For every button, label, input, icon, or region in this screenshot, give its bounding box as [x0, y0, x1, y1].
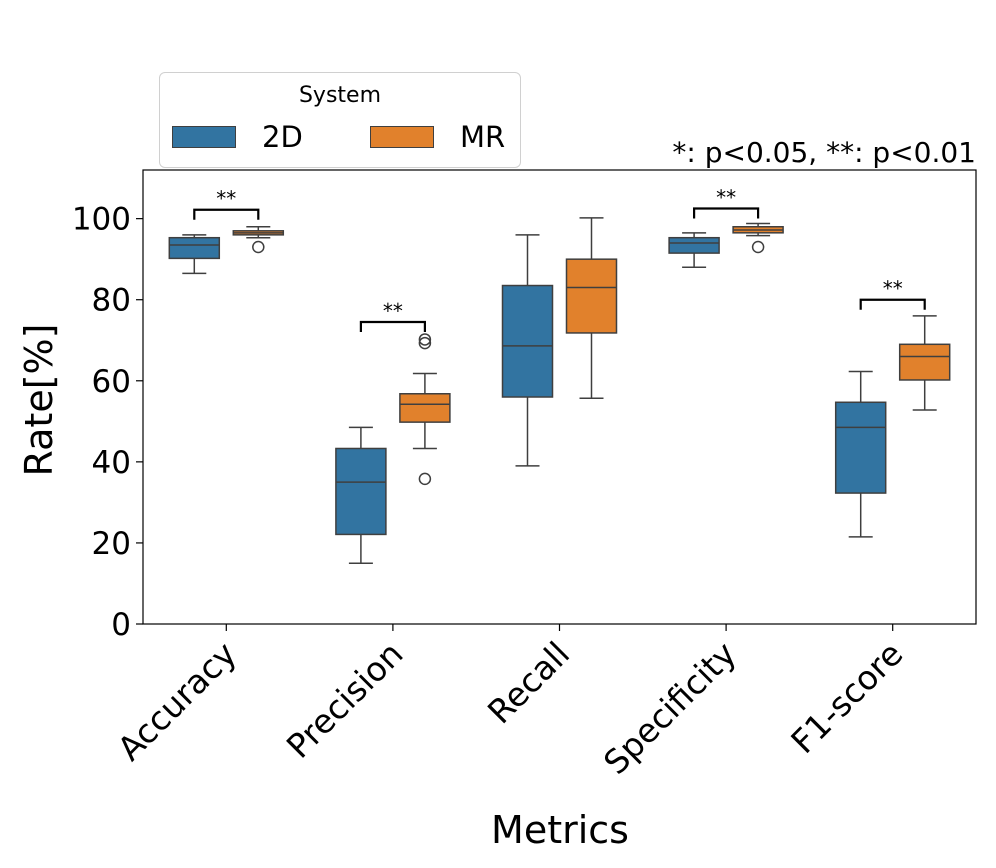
outlier-mr-precision-1: [418, 333, 432, 346]
significance-label-f1-score: **: [883, 277, 903, 301]
y-tick-label-60: 60: [92, 364, 131, 400]
box-2d-precision: [335, 447, 387, 536]
y-tick-label-40: 40: [92, 445, 131, 481]
box-2d-recall: [501, 284, 554, 398]
legend-item-mr: MR: [370, 120, 506, 154]
box-2d-specificity: [668, 236, 720, 254]
y-tick-label-100: 100: [72, 202, 131, 238]
box-mr-f1-score: [898, 343, 951, 381]
box-mr-recall: [565, 258, 618, 334]
legend-label-2d: 2D: [262, 120, 303, 154]
y-tick-label-80: 80: [92, 283, 131, 319]
x-tick-label-f1-score: F1-score: [783, 634, 910, 761]
legend-swatch-2d: [172, 126, 236, 148]
legend-title: System: [298, 83, 382, 108]
x-tick-label-specificity: Specificity: [596, 634, 744, 782]
box-mr-precision: [399, 393, 451, 423]
outlier-mr-precision-0: [418, 336, 432, 350]
y-tick-label-20: 20: [92, 526, 131, 562]
significance-annotation: *: p<0.05, **: p<0.01: [672, 136, 976, 169]
significance-label-accuracy: **: [216, 187, 236, 211]
legend-label-mr: MR: [460, 120, 506, 154]
outlier-mr-specificity-0: [751, 240, 765, 254]
outlier-mr-precision-2: [418, 472, 432, 486]
plot-area: 0 20 40 60 80 100 Accuracy Precision Recall Speci…: [72, 169, 977, 782]
significance-bracket-precision: [359, 320, 426, 333]
legend: System 2D MR: [159, 72, 521, 168]
x-axis-label: Metrics: [491, 808, 629, 852]
significance-label-specificity: **: [716, 186, 736, 210]
significance-label-precision: **: [383, 299, 403, 323]
x-tick-label-precision: Precision: [279, 634, 411, 766]
x-tick-label-recall: Recall: [480, 634, 577, 731]
significance-bracket-f1-score: [859, 298, 926, 310]
legend-swatch-mr: [370, 126, 434, 148]
box-2d-f1-score: [834, 401, 887, 494]
x-tick-label-accuracy: Accuracy: [110, 634, 244, 768]
box-2d-accuracy: [168, 236, 221, 260]
y-tick-label-0: 0: [111, 607, 131, 643]
significance-bracket-accuracy: [193, 208, 260, 220]
significance-bracket-specificity: [693, 207, 760, 219]
outlier-mr-accuracy-0: [252, 240, 265, 254]
legend-item-2d: 2D: [172, 120, 303, 154]
y-axis-label: Rate[%]: [17, 324, 61, 477]
